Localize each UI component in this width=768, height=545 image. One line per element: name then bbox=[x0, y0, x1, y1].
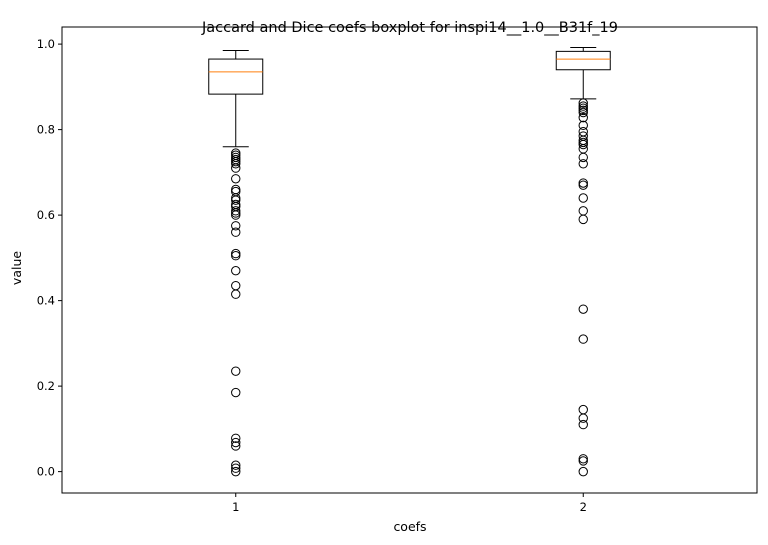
outlier-point bbox=[578, 107, 588, 118]
outlier-point bbox=[578, 466, 588, 477]
plot-area: 0.0 0.2 0.4 0.6 0.8 1.0 1 2 bbox=[37, 26, 758, 514]
outlier-point bbox=[578, 304, 588, 314]
outlier-point bbox=[231, 206, 241, 216]
outlier-point bbox=[231, 156, 241, 167]
outlier-point bbox=[231, 184, 241, 195]
outlier-point bbox=[578, 105, 588, 116]
x-axis-label: coefs bbox=[393, 519, 426, 534]
outlier-point bbox=[231, 210, 241, 220]
y-tick-label: 0.8 bbox=[37, 123, 55, 137]
outlier-point bbox=[578, 101, 588, 111]
outlier-point bbox=[231, 251, 241, 261]
outlier-point bbox=[578, 180, 588, 190]
outlier-point bbox=[231, 280, 241, 291]
outlier-point bbox=[578, 139, 588, 150]
outlier-point bbox=[231, 463, 241, 473]
outlier-point bbox=[578, 206, 588, 216]
outlier-point bbox=[578, 103, 588, 113]
outlier-point bbox=[578, 454, 588, 464]
outlier-point bbox=[578, 137, 588, 148]
y-tick-label: 0.0 bbox=[37, 465, 55, 479]
outlier-point bbox=[231, 437, 241, 448]
outlier-point bbox=[578, 159, 588, 169]
outlier-point bbox=[231, 195, 241, 205]
plot-frame bbox=[61, 26, 758, 494]
outlier-point bbox=[231, 248, 241, 259]
outlier-point bbox=[578, 152, 588, 163]
outlier-point bbox=[231, 174, 241, 184]
outlier-point bbox=[231, 152, 241, 163]
outlier-point bbox=[231, 221, 241, 231]
outlier-point bbox=[231, 466, 241, 477]
outlier-point bbox=[578, 120, 588, 131]
outlier-point bbox=[578, 193, 588, 203]
outlier-point bbox=[231, 433, 241, 443]
outlier-point bbox=[578, 112, 588, 123]
outlier-point bbox=[231, 366, 241, 376]
outlier-point bbox=[578, 404, 588, 415]
y-tick-label: 0.2 bbox=[37, 379, 55, 393]
outlier-point bbox=[231, 460, 241, 470]
box-2 bbox=[555, 50, 611, 71]
outlier-point bbox=[231, 227, 241, 237]
outlier-point bbox=[231, 387, 241, 398]
outlier-point bbox=[578, 178, 588, 188]
outlier-point bbox=[578, 413, 588, 423]
outlier-point bbox=[578, 98, 588, 108]
outlier-point bbox=[231, 208, 241, 218]
y-axis-label: value bbox=[9, 251, 24, 285]
x-tick-label: 1 bbox=[232, 500, 239, 514]
y-tick-label: 1.0 bbox=[37, 37, 55, 51]
outlier-point bbox=[231, 289, 241, 299]
outlier-point bbox=[231, 265, 241, 276]
outlier-point bbox=[578, 419, 588, 430]
outlier-point bbox=[578, 334, 588, 344]
chart-title: Jaccard and Dice coefs boxplot for inspi… bbox=[201, 20, 618, 36]
outlier-point bbox=[578, 214, 588, 225]
outlier-point bbox=[231, 163, 241, 173]
y-tick-label: 0.6 bbox=[37, 208, 55, 222]
outlier-point bbox=[578, 456, 588, 466]
x-tick-label: 2 bbox=[580, 500, 587, 514]
outlier-point bbox=[231, 441, 241, 451]
box-1 bbox=[208, 58, 264, 95]
y-tick-label: 0.4 bbox=[37, 294, 55, 308]
outlier-point bbox=[231, 159, 241, 169]
